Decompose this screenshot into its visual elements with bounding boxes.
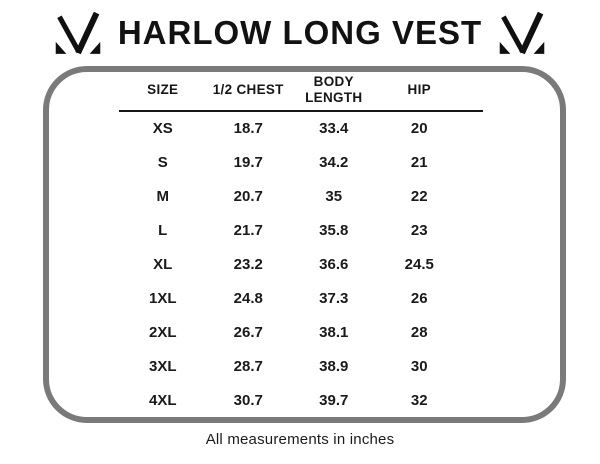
column-header-half-chest: 1/2 CHEST [212, 81, 284, 97]
size-cell: S [157, 154, 168, 172]
body-length-cell: 37.3 [319, 289, 349, 307]
body-length-cell: 38.9 [319, 357, 349, 375]
table-header-row: SIZE 1/2 CHEST BODY LENGTH HIP [120, 72, 462, 108]
table-row: S 19.7 34.2 21 [120, 146, 462, 180]
body-length-cell: 39.7 [319, 391, 349, 409]
half-chest-cell: 19.7 [233, 154, 263, 172]
hip-cell: 23 [410, 222, 428, 240]
size-cell: 4XL [148, 391, 177, 409]
size-cell: L [158, 222, 168, 240]
table-body: XS 18.7 33.4 20 S 19.7 34.2 21 M 20.7 35… [120, 112, 462, 417]
table-row: 3XL 28.7 38.9 30 [120, 349, 462, 383]
half-chest-cell: 30.7 [233, 391, 263, 409]
body-length-cell: 35.8 [319, 222, 349, 240]
brand-m-logo-icon [55, 11, 101, 54]
hip-cell: 30 [410, 357, 428, 375]
table-row: 4XL 30.7 39.7 32 [120, 383, 462, 417]
half-chest-cell: 24.8 [233, 289, 263, 307]
hip-cell: 28 [410, 323, 428, 341]
column-header-body-length: BODY LENGTH [305, 73, 363, 105]
size-cell: 1XL [148, 289, 177, 307]
size-cell: M [156, 188, 170, 206]
table-row: 1XL 24.8 37.3 26 [120, 281, 462, 315]
hip-cell: 24.5 [404, 256, 434, 273]
brand-header: HARLOW LONG VEST [0, 4, 600, 62]
page-title: HARLOW LONG VEST [117, 14, 483, 51]
measurements-note: All measurements in inches [205, 431, 395, 448]
half-chest-cell: 23.2 [233, 256, 263, 273]
table-row: M 20.7 35 22 [120, 180, 462, 214]
hip-cell: 20 [410, 120, 428, 138]
hip-cell: 32 [410, 391, 428, 409]
column-header-size: SIZE [147, 81, 179, 97]
half-chest-cell: 20.7 [233, 188, 263, 206]
table-row: XL 23.2 36.6 24.5 [120, 248, 462, 282]
body-length-cell: 35 [325, 188, 343, 206]
half-chest-cell: 21.7 [233, 222, 263, 240]
table-row: XS 18.7 33.4 20 [120, 112, 462, 146]
hip-cell: 21 [410, 154, 428, 172]
column-header-hip: HIP [407, 81, 431, 97]
size-cell: 3XL [148, 357, 177, 375]
half-chest-cell: 26.7 [233, 323, 263, 341]
hip-cell: 22 [410, 188, 428, 206]
brand-m-logo-icon [499, 11, 545, 54]
size-cell: 2XL [148, 323, 177, 341]
size-cell: XS [152, 120, 173, 138]
half-chest-cell: 18.7 [233, 120, 263, 138]
body-length-cell: 38.1 [319, 323, 349, 341]
header-underline [119, 110, 483, 112]
hip-cell: 26 [410, 289, 428, 307]
table-row: 2XL 26.7 38.1 28 [120, 315, 462, 349]
half-chest-cell: 28.7 [233, 357, 263, 375]
body-length-cell: 34.2 [319, 154, 349, 172]
size-cell: XL [153, 256, 173, 273]
body-length-cell: 33.4 [319, 120, 349, 138]
size-chart-border-box [43, 66, 566, 423]
table-row: L 21.7 35.8 23 [120, 214, 462, 248]
body-length-cell: 36.6 [319, 256, 349, 273]
